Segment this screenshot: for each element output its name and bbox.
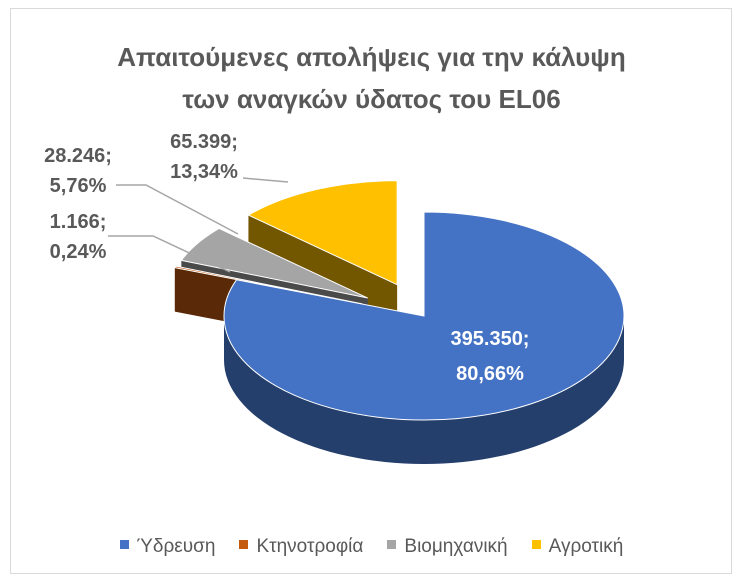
leader-line-3 <box>242 177 289 183</box>
chart-title-line-2: των αναγκών ύδατος του EL06 <box>182 84 561 114</box>
legend-label: Αγροτική <box>548 536 624 557</box>
data-label-percent-0: 80,66% <box>456 363 524 385</box>
legend-label: Ύδρευση <box>136 536 216 557</box>
data-label-value-3: 65.399; <box>170 131 238 153</box>
data-label-percent-2: 5,76% <box>50 175 107 197</box>
pie-slice-top <box>247 180 398 286</box>
pie-slice-top <box>180 227 368 299</box>
legend-item-3: Αγροτική <box>531 536 624 558</box>
data-label-value-0: 395.350; <box>451 328 530 350</box>
legend-label: Βιομηχανική <box>404 536 508 557</box>
legend-item-0: Ύδρευση <box>119 536 216 558</box>
legend-swatch <box>531 540 541 550</box>
data-label-percent-3: 13,34% <box>170 161 238 183</box>
data-label-value-1: 1.166; <box>50 211 107 233</box>
legend-swatch <box>239 540 249 550</box>
legend-item-1: Κτηνοτροφία <box>239 536 363 558</box>
pie-slice-top <box>223 211 625 421</box>
data-label-value-2: 28.246; <box>44 145 112 167</box>
chart-title: Απαιτούμενες απολήψεις για την κάλυψη τω… <box>0 36 743 120</box>
pie-slice-top <box>173 265 363 305</box>
legend-label: Κτηνοτροφία <box>256 536 364 557</box>
chart-legend: Ύδρευση Κτηνοτροφία Βιομηχανική Αγροτική <box>0 536 743 558</box>
legend-swatch <box>119 540 129 550</box>
legend-swatch <box>387 540 397 550</box>
legend-item-2: Βιομηχανική <box>387 536 508 558</box>
chart-title-line-1: Απαιτούμενες απολήψεις για την κάλυψη <box>117 42 626 72</box>
pie-slice-0 <box>223 211 625 464</box>
leader-line-2 <box>116 184 239 235</box>
pie-slice-rim <box>224 316 624 464</box>
leader-line-1 <box>108 235 231 273</box>
data-label-percent-1: 0,24% <box>50 241 107 263</box>
